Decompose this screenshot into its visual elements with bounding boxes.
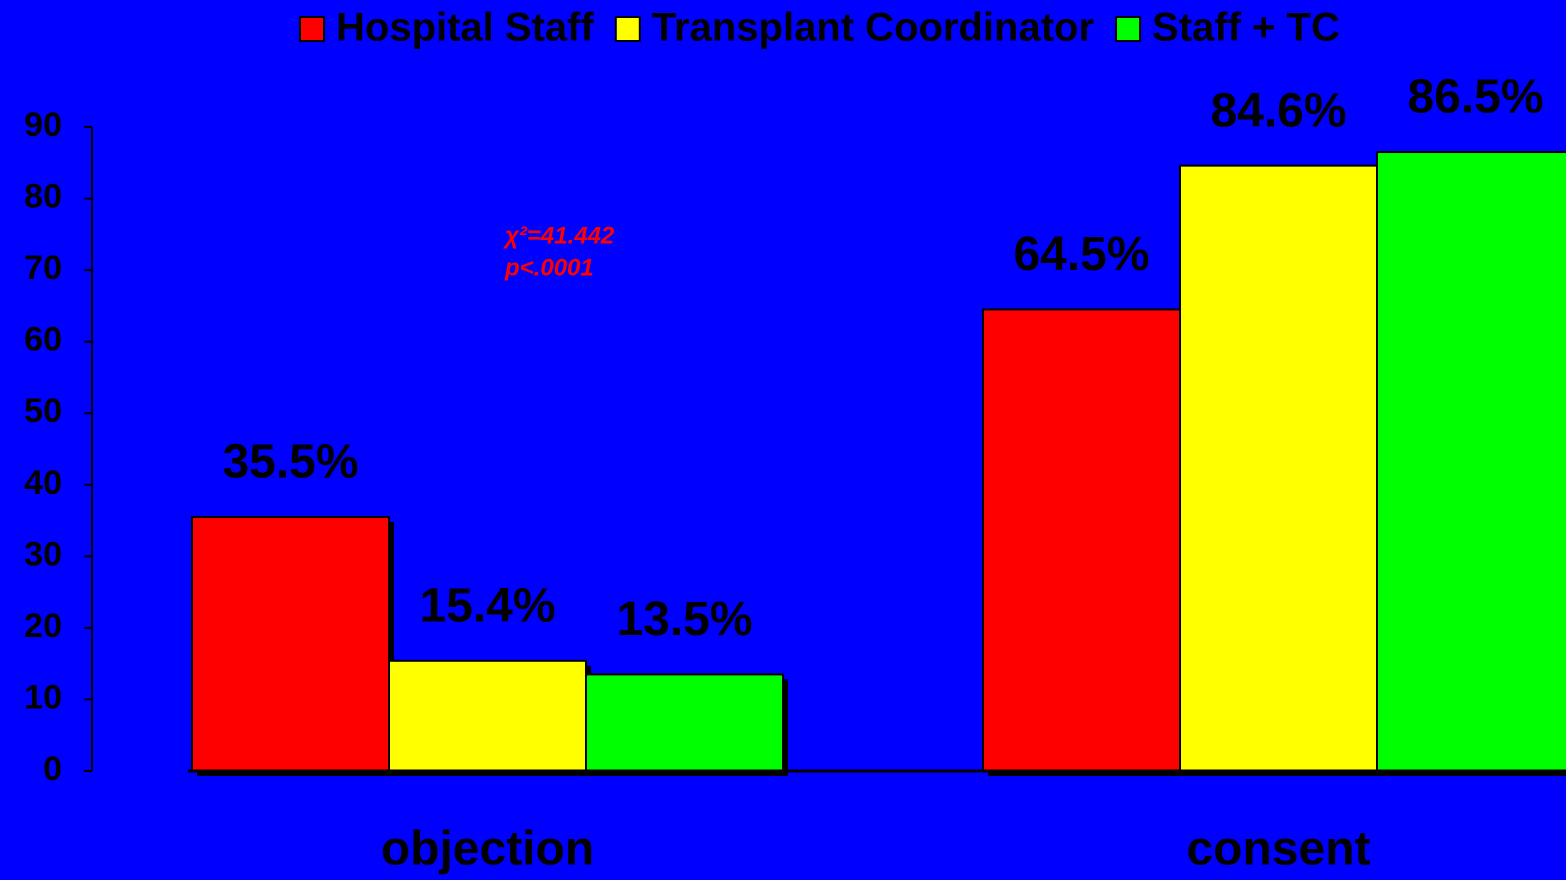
annotation: χ²=41.442 bbox=[502, 222, 615, 249]
y-tick-label: 30 bbox=[24, 535, 62, 573]
value-label: 13.5% bbox=[616, 593, 752, 646]
value-label: 84.6% bbox=[1210, 84, 1346, 137]
value-label: 64.5% bbox=[1013, 228, 1149, 281]
legend-swatch bbox=[614, 16, 641, 42]
legend-label: Hospital Staff bbox=[336, 6, 594, 50]
legend-swatch bbox=[299, 16, 325, 42]
y-tick-label: 50 bbox=[24, 392, 62, 430]
y-tick-label: 60 bbox=[24, 321, 62, 359]
y-tick-label: 80 bbox=[24, 178, 62, 216]
bar bbox=[388, 659, 587, 772]
bar bbox=[585, 673, 784, 773]
y-tick-label: 40 bbox=[24, 464, 62, 502]
value-label: 35.5% bbox=[222, 436, 358, 489]
value-label: 86.5% bbox=[1407, 71, 1543, 124]
bar bbox=[1179, 164, 1378, 772]
y-tick-label: 20 bbox=[24, 607, 62, 645]
y-tick-label: 70 bbox=[24, 249, 62, 287]
value-label: 15.4% bbox=[419, 579, 555, 632]
legend-label: Staff + TC bbox=[1152, 6, 1340, 50]
y-tick-label: 0 bbox=[43, 750, 62, 788]
y-tick-label: 10 bbox=[24, 678, 62, 716]
bar bbox=[1376, 151, 1566, 773]
annotation: p<.0001 bbox=[504, 254, 594, 281]
x-tick-label: objection bbox=[381, 823, 594, 876]
y-tick-label: 90 bbox=[24, 106, 62, 144]
legend-swatch bbox=[1115, 16, 1142, 42]
bar bbox=[982, 308, 1181, 772]
bar bbox=[191, 515, 390, 772]
x-tick-label: consent bbox=[1186, 823, 1370, 876]
legend-label: Transplant Coordinator bbox=[652, 6, 1094, 50]
